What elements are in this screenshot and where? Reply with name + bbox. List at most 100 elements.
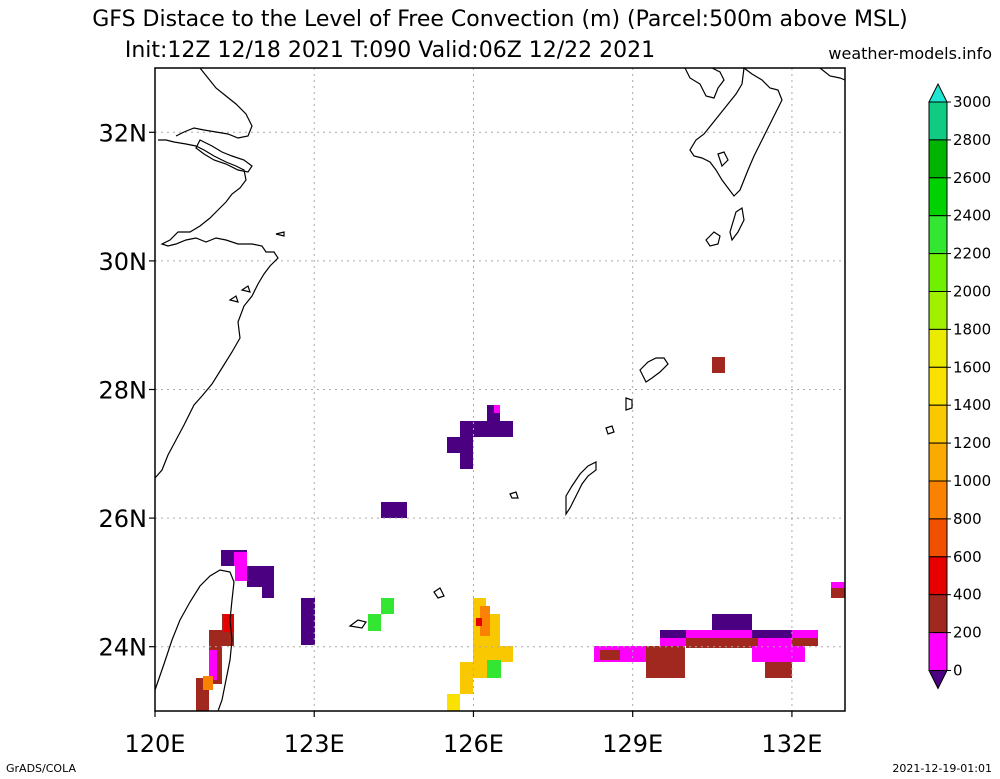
colorbar-swatch xyxy=(928,594,948,634)
colorbar-label: 2400 xyxy=(953,207,991,225)
colorbar-swatch xyxy=(928,442,948,482)
colorbar-swatch xyxy=(928,291,948,330)
field-cell xyxy=(209,650,217,680)
coastline xyxy=(240,285,251,293)
field-cell xyxy=(224,614,234,632)
x-tick-label: 126E xyxy=(443,730,504,758)
colorbar-label: 3000 xyxy=(953,93,991,111)
colorbar-label: 1600 xyxy=(953,358,991,376)
colorbar-swatch xyxy=(928,101,948,141)
field-cell xyxy=(752,630,792,638)
coastline xyxy=(819,67,846,81)
field-cell xyxy=(235,566,247,581)
field-cell xyxy=(368,614,381,631)
y-tick-label: 32N xyxy=(99,119,148,147)
colorbar-swatch xyxy=(928,518,948,558)
field-cell xyxy=(234,552,247,566)
colorbar-swatch xyxy=(928,328,948,368)
field-cell xyxy=(712,357,725,373)
coastline xyxy=(729,206,745,242)
colorbar-swatch xyxy=(928,139,948,179)
colorbar-label: 2800 xyxy=(953,131,991,149)
colorbar-label: 1000 xyxy=(953,472,991,490)
colorbar-swatch xyxy=(928,215,948,255)
field-cell xyxy=(487,660,501,678)
colorbar-label: 2600 xyxy=(953,169,991,187)
colorbar-swatch xyxy=(928,404,948,444)
colorbar-swatch xyxy=(928,177,948,217)
coastline xyxy=(684,67,725,99)
coastline xyxy=(195,139,253,173)
field-cell xyxy=(600,650,620,660)
coastline xyxy=(705,231,721,247)
field-cell xyxy=(660,630,686,638)
coastline xyxy=(625,397,633,411)
field-cell xyxy=(203,676,213,690)
colorbar-label: 600 xyxy=(953,548,982,566)
field-cell xyxy=(752,646,805,662)
field-cell xyxy=(473,646,513,662)
colorbar-swatch xyxy=(928,366,948,406)
field-cell xyxy=(494,405,500,413)
coastline xyxy=(154,569,235,712)
coastline xyxy=(509,491,519,499)
field-cell xyxy=(460,678,473,694)
field-cell xyxy=(301,598,315,645)
footer-right: 2021-12-19-01:01 xyxy=(892,762,992,775)
field-cell xyxy=(831,582,845,588)
coastline xyxy=(275,231,285,237)
footer-left: GrADS/COLA xyxy=(6,762,76,775)
field-cell xyxy=(646,646,685,678)
colorbar-label: 800 xyxy=(953,510,982,528)
field-cell xyxy=(480,606,490,636)
chart-subtitle: Init:12Z 12/18 2021 T:090 Valid:06Z 12/2… xyxy=(124,38,656,63)
coastline xyxy=(228,295,239,303)
y-tick-label: 28N xyxy=(99,377,148,405)
field-cell xyxy=(447,694,460,711)
colorbar: 3000280026002400220020001800160014001200… xyxy=(928,82,991,690)
colorbar-swatch xyxy=(928,480,948,520)
coastline xyxy=(717,151,729,168)
coastline xyxy=(689,66,783,197)
field-cell xyxy=(447,437,460,453)
coastline xyxy=(175,67,253,139)
field-layer xyxy=(196,357,845,711)
colorbar-top-triangle xyxy=(928,82,948,103)
colorbar-label: 200 xyxy=(953,624,982,642)
grid-layer xyxy=(155,68,845,711)
field-cell xyxy=(476,618,482,626)
y-tick-label: 24N xyxy=(99,634,148,662)
coastline xyxy=(565,461,597,516)
colorbar-label: 400 xyxy=(953,586,982,604)
colorbar-label: 1200 xyxy=(953,434,991,452)
colorbar-bottom-triangle xyxy=(928,670,948,690)
field-cell xyxy=(247,566,274,587)
field-cell xyxy=(686,638,758,648)
field-cell xyxy=(712,614,752,630)
colorbar-label: 1400 xyxy=(953,396,991,414)
colorbar-label: 2000 xyxy=(953,283,991,301)
colorbar-swatch xyxy=(928,253,948,293)
axis-ticks: 120E 123E 126E 129E 132E 32N 30N 28N 26N 24N xyxy=(99,119,823,758)
coastline xyxy=(639,357,669,383)
field-cell xyxy=(381,598,394,614)
coastline xyxy=(605,425,615,435)
coastline xyxy=(154,139,279,479)
x-tick-label: 120E xyxy=(125,730,186,758)
y-tick-label: 30N xyxy=(99,248,148,276)
coastline xyxy=(433,587,445,599)
colorbar-label: 1800 xyxy=(953,320,991,338)
field-cell xyxy=(460,421,513,437)
credit-text: weather-models.info xyxy=(828,44,992,63)
chart-title: GFS Distace to the Level of Free Convect… xyxy=(92,7,908,32)
x-tick-label: 132E xyxy=(761,730,822,758)
colorbar-swatch xyxy=(928,632,948,671)
colorbar-label: 0 xyxy=(953,662,963,680)
coastline-layer xyxy=(154,66,846,712)
field-cell xyxy=(381,502,407,518)
colorbar-swatch xyxy=(928,556,948,596)
coastline xyxy=(348,619,367,629)
y-tick-label: 26N xyxy=(99,505,148,533)
x-tick-label: 129E xyxy=(602,730,663,758)
